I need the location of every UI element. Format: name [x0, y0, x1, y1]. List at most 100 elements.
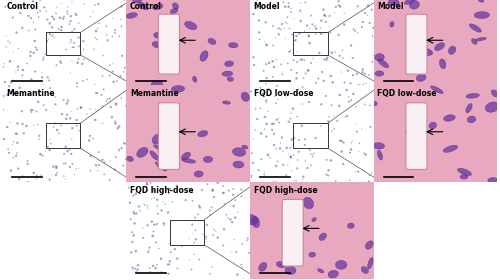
Point	[208, 188, 216, 192]
Point	[75, 44, 83, 48]
Point	[103, 97, 111, 101]
Text: FQD high-dose: FQD high-dose	[254, 186, 318, 195]
Ellipse shape	[375, 71, 384, 76]
Point	[348, 56, 356, 60]
Point	[262, 100, 270, 105]
Point	[122, 104, 130, 108]
Point	[0, 62, 8, 66]
Point	[152, 240, 160, 245]
Point	[1, 80, 9, 84]
Ellipse shape	[172, 86, 184, 92]
Point	[247, 89, 255, 94]
Point	[358, 25, 366, 29]
Point	[64, 98, 72, 102]
Point	[134, 263, 142, 267]
Point	[29, 108, 37, 112]
Point	[368, 34, 376, 39]
Point	[296, 1, 304, 6]
Ellipse shape	[285, 216, 293, 225]
Point	[308, 22, 316, 27]
Ellipse shape	[170, 8, 178, 14]
Point	[116, 149, 124, 153]
Point	[100, 87, 108, 92]
Point	[7, 168, 15, 173]
Ellipse shape	[319, 233, 326, 241]
Point	[219, 243, 227, 248]
Point	[362, 153, 370, 157]
Point	[261, 115, 269, 119]
Point	[120, 141, 128, 146]
Point	[115, 124, 123, 129]
Point	[284, 4, 292, 9]
Ellipse shape	[182, 152, 190, 160]
Point	[262, 43, 270, 47]
Point	[14, 166, 22, 171]
Point	[52, 165, 60, 170]
Point	[322, 158, 330, 162]
Point	[54, 26, 62, 31]
Ellipse shape	[276, 261, 286, 268]
Point	[149, 264, 157, 268]
Point	[326, 50, 334, 54]
Point	[86, 15, 94, 19]
Point	[63, 113, 71, 117]
Point	[4, 93, 12, 97]
Point	[366, 125, 374, 129]
Point	[27, 108, 35, 112]
Point	[48, 15, 56, 19]
Point	[188, 222, 196, 227]
Point	[301, 137, 309, 141]
Point	[42, 108, 50, 112]
Point	[126, 200, 134, 205]
Point	[298, 123, 306, 128]
Point	[262, 62, 270, 66]
Point	[222, 213, 230, 217]
Point	[73, 123, 81, 128]
Ellipse shape	[222, 71, 233, 76]
Point	[331, 50, 339, 54]
Point	[139, 226, 147, 231]
Point	[262, 98, 270, 103]
Point	[208, 265, 216, 269]
Point	[67, 109, 75, 114]
Point	[149, 234, 157, 238]
Point	[214, 235, 222, 240]
Ellipse shape	[224, 61, 234, 67]
Point	[46, 86, 54, 90]
Point	[14, 46, 22, 51]
Point	[68, 29, 76, 34]
Point	[56, 16, 64, 20]
Ellipse shape	[373, 143, 384, 149]
Point	[160, 223, 168, 228]
Point	[24, 180, 32, 184]
Point	[194, 212, 202, 216]
Point	[264, 87, 272, 91]
Point	[370, 25, 378, 30]
Point	[260, 170, 268, 174]
Point	[66, 71, 74, 75]
Point	[86, 134, 94, 138]
Point	[286, 49, 294, 54]
Point	[324, 168, 332, 172]
Point	[66, 40, 74, 45]
Point	[256, 86, 264, 90]
Point	[226, 217, 234, 222]
Point	[260, 39, 268, 44]
Point	[37, 173, 45, 177]
Point	[4, 39, 12, 43]
Point	[290, 153, 298, 157]
Point	[332, 179, 340, 183]
Point	[253, 5, 261, 10]
Point	[40, 57, 48, 62]
Ellipse shape	[136, 148, 148, 157]
Point	[335, 104, 343, 108]
Point	[316, 51, 324, 55]
Point	[35, 137, 43, 141]
Point	[307, 61, 315, 65]
Point	[58, 1, 66, 6]
Point	[52, 95, 60, 99]
Ellipse shape	[198, 130, 208, 137]
Point	[121, 141, 129, 146]
Point	[112, 155, 120, 159]
Point	[10, 140, 18, 144]
